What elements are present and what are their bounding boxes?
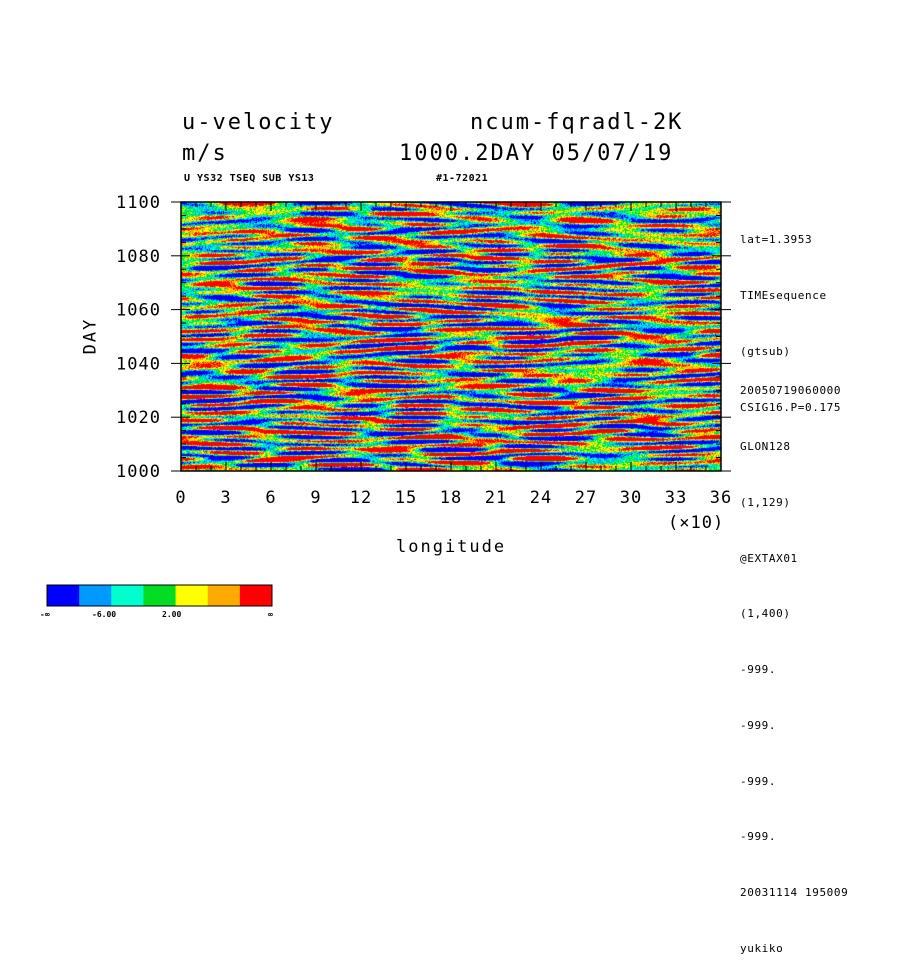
side-info-line: (1,400) <box>740 607 791 621</box>
y-tick-label: 1000 <box>116 462 161 482</box>
x-tick-label: 3 <box>220 488 231 508</box>
colorbar-label: ∞ <box>268 610 273 619</box>
x-tick-label: 9 <box>310 488 321 508</box>
side-info-line: (1,129) <box>740 495 791 509</box>
colorbar <box>46 584 273 607</box>
colorbar-swatch <box>175 585 209 606</box>
x-tick-label: 27 <box>575 488 597 508</box>
y-tick-label: 1020 <box>116 408 161 428</box>
y-tick-label: 1100 <box>116 193 161 213</box>
x-tick-label: 12 <box>350 488 372 508</box>
colorbar-swatch <box>207 585 241 606</box>
experiment-title: ncum-fqradl-2K <box>470 110 684 135</box>
plot-frame: 0 3 6 9 12 15 18 21 24 27 30 33 36100010201040106010… <box>116 193 732 508</box>
colorbar-swatch <box>47 585 80 606</box>
colorbar-swatch <box>239 585 273 606</box>
units-title: m/s <box>182 141 228 166</box>
x-tick-label: 33 <box>665 488 687 508</box>
colorbar-label: -∞ <box>40 610 50 619</box>
timestamp-title: 1000.2DAY 05/07/19 <box>399 141 674 166</box>
colorbar-swatch <box>111 585 144 606</box>
x-axis-label: longitude <box>396 537 507 557</box>
heatmap-field <box>181 202 721 471</box>
x-tick-label: 36 <box>710 488 732 508</box>
x-tick-label: 21 <box>485 488 507 508</box>
x-tick-label: 0 <box>175 488 186 508</box>
side-info-line: -999. <box>740 830 777 844</box>
colorbar-label: 2.00 <box>162 610 182 619</box>
side-info-line: -999. <box>740 718 777 732</box>
x-tick-label: 18 <box>440 488 462 508</box>
colorbar-swatch <box>79 585 112 606</box>
colorbar-border <box>46 584 273 607</box>
subtitle-left: U YS32 TSEQ SUB YS13 <box>184 173 315 184</box>
side-info-line: (gtsub) <box>740 344 791 358</box>
side-info-line: 20050719060000 <box>740 384 842 398</box>
x-axis-multiplier: (×10) <box>668 513 725 533</box>
colorbar-swatch <box>143 585 177 606</box>
side-info-line: lat=1.3953 <box>740 233 813 247</box>
side-info-top: lat=1.3953 TIMEsequence (gtsub) CSIG16.P… <box>740 194 841 436</box>
variable-title: u-velocity <box>182 110 335 135</box>
x-tick-label: 6 <box>265 488 276 508</box>
side-info-line: -999. <box>740 663 777 677</box>
side-info-line: @EXTAX01 <box>740 551 798 565</box>
side-info-line: 20031114 195009 <box>740 886 849 900</box>
subtitle-right: #1-72021 <box>436 173 489 184</box>
y-tick-label: 1060 <box>116 301 161 321</box>
side-info-line: GLON128 <box>740 439 791 453</box>
side-info-line: CSIG16.P=0.175 <box>740 400 842 414</box>
side-info-line: yukiko <box>740 942 784 955</box>
side-info-line: -999. <box>740 774 777 788</box>
colorbar-label: -6.00 <box>92 610 117 619</box>
x-tick-label: 30 <box>620 488 642 508</box>
y-tick-label: 1080 <box>116 247 161 267</box>
x-tick-label: 15 <box>395 488 417 508</box>
x-tick-label: 24 <box>530 488 552 508</box>
side-info-line: TIMEsequence <box>740 288 827 302</box>
y-tick-label: 1040 <box>116 354 161 374</box>
